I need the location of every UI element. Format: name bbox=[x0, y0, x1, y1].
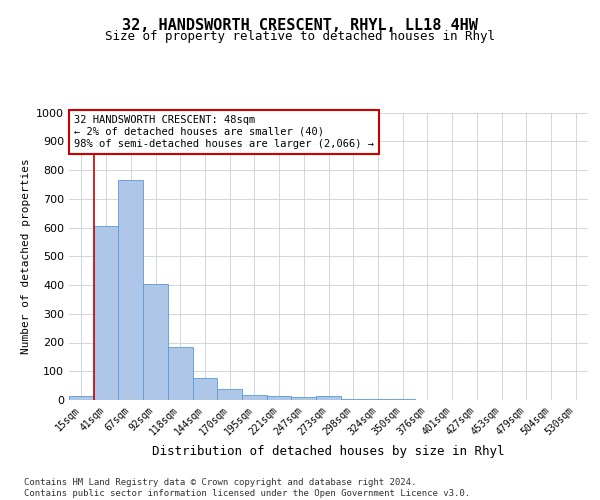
Bar bbox=[69, 396, 94, 400]
Bar bbox=[193, 378, 217, 400]
X-axis label: Distribution of detached houses by size in Rhyl: Distribution of detached houses by size … bbox=[152, 445, 505, 458]
Bar bbox=[217, 390, 242, 400]
Bar bbox=[168, 347, 193, 400]
Bar bbox=[267, 396, 292, 400]
Bar bbox=[292, 397, 316, 400]
Bar bbox=[242, 395, 267, 400]
Bar bbox=[143, 284, 168, 400]
Y-axis label: Number of detached properties: Number of detached properties bbox=[20, 158, 31, 354]
Text: 32, HANDSWORTH CRESCENT, RHYL, LL18 4HW: 32, HANDSWORTH CRESCENT, RHYL, LL18 4HW bbox=[122, 18, 478, 32]
Bar bbox=[341, 398, 365, 400]
Bar bbox=[365, 399, 390, 400]
Text: 32 HANDSWORTH CRESCENT: 48sqm
← 2% of detached houses are smaller (40)
98% of se: 32 HANDSWORTH CRESCENT: 48sqm ← 2% of de… bbox=[74, 116, 374, 148]
Text: Contains HM Land Registry data © Crown copyright and database right 2024.
Contai: Contains HM Land Registry data © Crown c… bbox=[24, 478, 470, 498]
Bar bbox=[94, 226, 118, 400]
Text: Size of property relative to detached houses in Rhyl: Size of property relative to detached ho… bbox=[105, 30, 495, 43]
Bar bbox=[118, 180, 143, 400]
Bar bbox=[316, 396, 341, 400]
